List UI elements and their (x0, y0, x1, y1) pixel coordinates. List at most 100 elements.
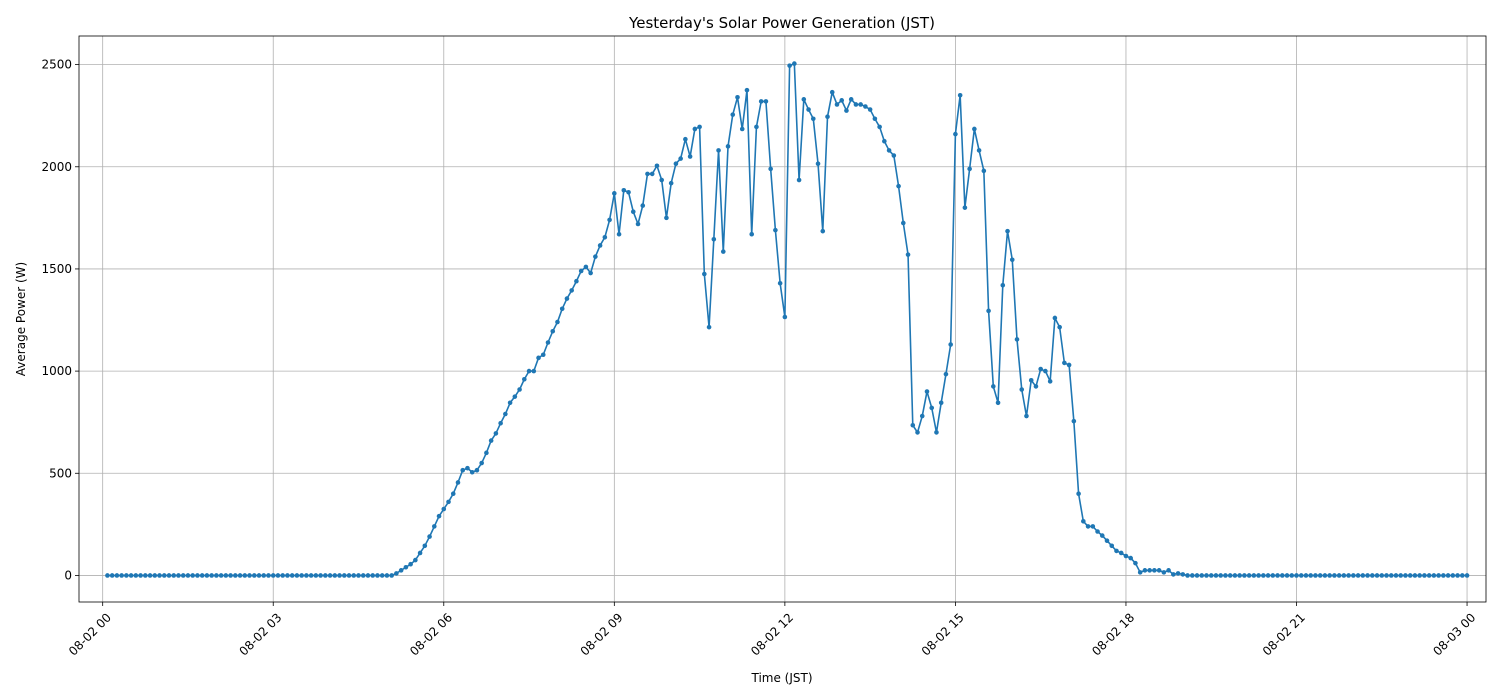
data-point (749, 231, 755, 237)
data-point (948, 342, 953, 347)
data-point (1322, 573, 1328, 578)
data-point (237, 573, 243, 578)
data-point (886, 148, 892, 153)
data-point (1436, 573, 1441, 578)
data-point (957, 92, 963, 98)
x-tick-label: 08-02 03 (237, 610, 285, 658)
data-point (341, 573, 347, 578)
data-point (360, 573, 366, 578)
data-point (986, 308, 991, 314)
data-point (1450, 573, 1456, 578)
data-point (204, 573, 210, 578)
data-point (446, 499, 451, 505)
data-point (1464, 573, 1470, 578)
data-point (498, 420, 503, 426)
data-point (820, 228, 826, 234)
data-point (1398, 573, 1404, 578)
x-tick-label: 08-02 12 (748, 610, 796, 658)
data-point (706, 324, 712, 330)
data-point (853, 102, 859, 107)
data-point (161, 573, 167, 578)
data-point (1275, 573, 1280, 578)
data-point (389, 573, 394, 578)
data-point (1057, 324, 1062, 330)
data-point (1180, 572, 1186, 577)
data-point (839, 98, 845, 103)
data-point (924, 389, 930, 394)
data-point (773, 227, 778, 233)
data-point (967, 166, 972, 172)
data-point (1365, 573, 1370, 578)
data-point (1085, 524, 1091, 529)
data-point (195, 573, 200, 578)
data-point (398, 568, 404, 573)
data-point (1019, 387, 1025, 392)
data-point (1147, 568, 1152, 573)
data-point (1294, 573, 1299, 578)
data-point (1171, 572, 1176, 577)
data-point (1313, 573, 1318, 578)
data-point (379, 573, 385, 578)
data-point (308, 573, 314, 578)
data-point (413, 557, 418, 563)
data-point (1308, 573, 1314, 578)
data-point (337, 573, 342, 578)
data-point (1133, 560, 1138, 566)
data-point (105, 573, 110, 578)
plot-frame (78, 35, 1487, 603)
data-point (346, 573, 352, 578)
data-point (209, 573, 214, 578)
axis-ticks: 0 500 1000 1500 2000 2500 08-02 00 08-02 03 08-0… (41, 58, 1478, 659)
data-point (1379, 573, 1385, 578)
data-point (436, 513, 442, 519)
data-point (806, 107, 811, 112)
data-point (536, 355, 541, 361)
data-point (739, 126, 745, 132)
data-point (697, 124, 702, 130)
x-axis-label: Time (JST) (750, 671, 812, 685)
data-point (1199, 573, 1205, 578)
data-point (1261, 573, 1266, 578)
data-point (427, 534, 432, 539)
data-point (787, 63, 792, 68)
y-tick-label: 1500 (41, 262, 72, 276)
data-point (1142, 568, 1148, 573)
data-point (1156, 568, 1162, 573)
data-point (716, 148, 721, 153)
data-point (1104, 538, 1110, 543)
data-point (588, 270, 593, 276)
data-point (143, 573, 148, 578)
data-point (256, 573, 262, 578)
data-point (365, 573, 371, 578)
data-point (550, 328, 556, 334)
data-point (597, 243, 603, 248)
data-point (1005, 228, 1010, 234)
data-point (394, 571, 399, 576)
data-point (332, 573, 338, 578)
data-point (1455, 573, 1460, 578)
data-point (1403, 573, 1408, 578)
data-point (323, 573, 328, 578)
data-point (896, 183, 901, 189)
data-point (1099, 533, 1105, 538)
data-point (133, 573, 139, 578)
data-point (953, 131, 958, 137)
data-point (829, 89, 835, 95)
data-point (1047, 379, 1053, 384)
data-point (114, 573, 120, 578)
data-point (683, 136, 688, 142)
data-point (1071, 418, 1077, 424)
data-point (242, 573, 248, 578)
data-point (910, 422, 916, 428)
data-point (1175, 571, 1181, 576)
data-point (687, 154, 693, 159)
data-point (1317, 573, 1323, 578)
data-point (214, 573, 219, 578)
data-point (1028, 378, 1034, 383)
data-point (199, 573, 205, 578)
data-point (1270, 573, 1276, 578)
data-point (185, 573, 191, 578)
data-point (616, 231, 622, 237)
data-point (1384, 573, 1389, 578)
